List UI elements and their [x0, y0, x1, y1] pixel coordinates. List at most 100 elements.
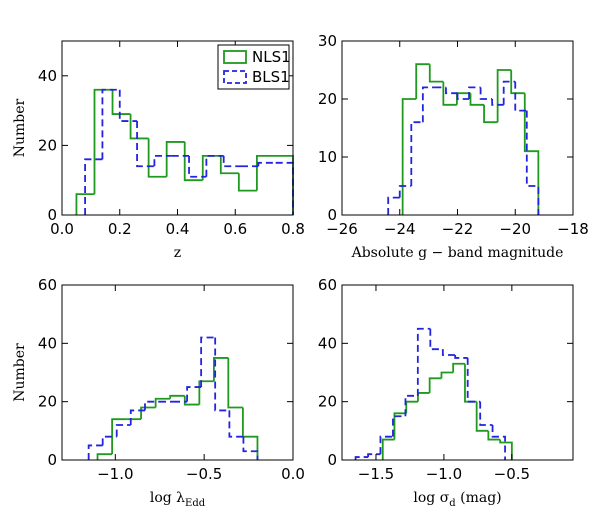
histogram-step	[129, 409, 145, 425]
x-label-text: log σ	[413, 490, 449, 506]
y-tick-label: 40	[318, 334, 337, 352]
histogram-step	[242, 436, 259, 460]
histogram-step	[514, 81, 527, 112]
histogram-step	[93, 88, 113, 195]
histogram-step	[487, 430, 501, 441]
histogram-step	[147, 138, 167, 178]
histogram-step	[214, 337, 230, 412]
x-axis-label: log λEdd	[150, 490, 206, 509]
x-tick-label: −1.0	[97, 465, 133, 483]
histogram-step	[491, 99, 504, 106]
histogram-step	[256, 154, 275, 191]
histogram-step	[129, 114, 149, 140]
histogram-step	[483, 104, 498, 124]
x-tick-label: 0.0	[50, 220, 74, 238]
histogram-step	[111, 418, 127, 455]
histogram-step	[445, 87, 458, 95]
y-tick-label: 30	[318, 32, 337, 50]
histogram-step	[404, 394, 418, 417]
y-tick-label: 10	[318, 148, 337, 166]
x-label-text: z	[174, 245, 181, 261]
histogram-step	[367, 453, 381, 458]
histogram-step	[523, 93, 540, 215]
histogram-step	[237, 173, 257, 192]
histogram-step	[479, 87, 493, 100]
histogram-step	[464, 363, 477, 403]
y-tick-label: 20	[38, 136, 57, 154]
x-tick-label: 0.4	[166, 220, 190, 238]
histogram-step	[227, 357, 243, 409]
x-label-after: (mag)	[456, 490, 502, 506]
x-tick-label: −1.5	[358, 465, 394, 483]
legend-box	[217, 44, 290, 90]
y-tick-label: 0	[327, 206, 337, 224]
histogram-step	[416, 327, 431, 396]
histogram-step	[454, 355, 468, 359]
y-axis-label: Number	[12, 343, 28, 402]
x-axis-label: log σd (mag)	[413, 490, 501, 509]
histogram-step	[188, 155, 207, 178]
x-axis-label: Absolute g − band magnitude	[351, 245, 564, 261]
histogram-step	[442, 81, 457, 106]
axes-frame	[61, 284, 294, 461]
histogram-step	[186, 386, 202, 402]
histogram-step	[502, 80, 516, 105]
histogram-step	[421, 86, 435, 123]
histogram-step	[392, 415, 406, 437]
histogram-step	[115, 424, 131, 437]
histogram-step	[222, 155, 242, 168]
histogram-step	[429, 328, 443, 351]
x-tick-label: −18	[557, 220, 589, 238]
y-tick-label: 60	[318, 276, 337, 294]
y-tick-label: 60	[38, 276, 57, 294]
x-label-sub: Edd	[185, 498, 206, 509]
histogram-step	[428, 377, 442, 393]
histogram-step	[136, 121, 155, 168]
histogram-step	[469, 93, 485, 106]
histogram-step	[183, 395, 200, 406]
histogram-step	[87, 444, 103, 460]
histogram-step	[198, 380, 214, 405]
histogram-step	[417, 392, 430, 402]
x-tick-label: −26	[326, 220, 358, 238]
x-tick-label: −0.5	[186, 465, 222, 483]
histogram-step	[241, 407, 259, 460]
histogram-step	[84, 158, 103, 215]
histogram-step	[75, 193, 95, 215]
histogram-step	[118, 89, 138, 122]
histogram-step	[393, 412, 407, 440]
histogram-step	[183, 141, 203, 182]
histogram-step	[479, 401, 493, 426]
y-tick-label: 20	[38, 393, 57, 411]
y-tick-label: 20	[318, 90, 337, 108]
histogram-step	[401, 98, 417, 215]
histogram-step	[228, 410, 244, 438]
y-tick-label: 0	[47, 451, 57, 469]
histogram-step	[101, 435, 117, 446]
x-tick-label: 0.8	[281, 220, 305, 238]
legend-swatch	[223, 50, 247, 64]
x-tick-label: −20	[499, 220, 531, 238]
histogram-step	[468, 86, 481, 99]
histogram-step	[510, 70, 525, 95]
histogram-step	[153, 154, 172, 167]
histogram-step	[205, 154, 224, 177]
histogram-step	[410, 121, 423, 186]
histogram-step	[213, 357, 229, 382]
histogram-step	[274, 154, 294, 215]
x-tick-label: 0.6	[223, 220, 247, 238]
histogram-step	[466, 357, 481, 403]
x-tick-label: 0.0	[281, 465, 305, 483]
y-tick-label: 40	[38, 67, 57, 85]
legend-label: BLS1	[252, 68, 290, 86]
histogram-step	[441, 349, 456, 356]
y-tick-label: 0	[47, 206, 57, 224]
histogram-step	[275, 161, 294, 215]
x-tick-label: 0.2	[108, 220, 132, 238]
histogram-step	[452, 362, 465, 373]
histogram-step	[475, 401, 489, 432]
legend-label: NLS1	[252, 48, 291, 66]
y-tick-label: 0	[327, 451, 337, 469]
x-axis-label: z	[174, 245, 181, 261]
y-tick-label: 20	[318, 393, 337, 411]
